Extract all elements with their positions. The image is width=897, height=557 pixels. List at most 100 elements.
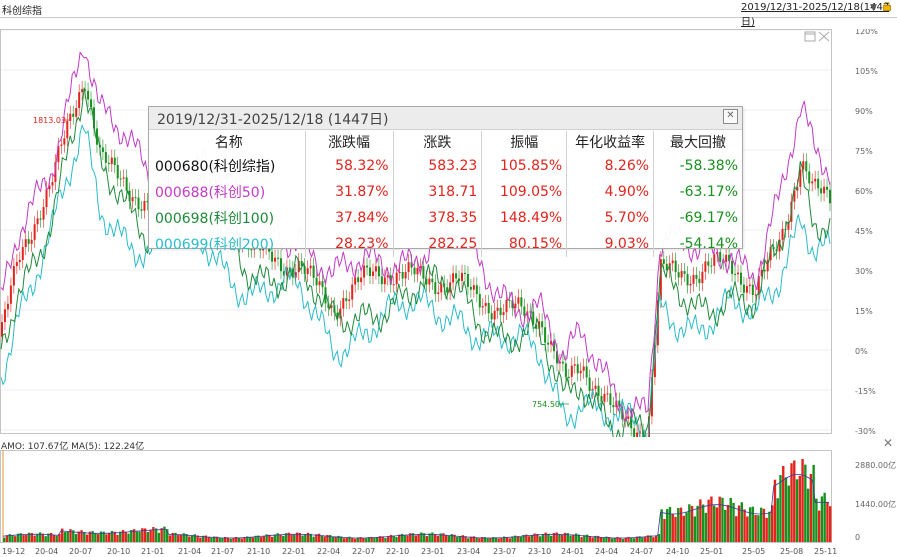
cell-amplitude: 80.15% xyxy=(481,231,568,257)
candle xyxy=(392,276,395,293)
volume-bar xyxy=(411,533,415,542)
volume-bar xyxy=(326,534,329,542)
volume-bar xyxy=(469,536,473,542)
column-header[interactable]: 年化收益率 xyxy=(566,131,655,153)
volume-bar xyxy=(541,533,545,542)
volume-bar xyxy=(406,535,409,542)
candle xyxy=(582,358,585,379)
candle xyxy=(318,273,321,294)
volume-bar xyxy=(243,536,246,542)
x-axis-label: 23-01 xyxy=(421,547,444,556)
volume-bar xyxy=(30,533,34,542)
volume-bar xyxy=(674,516,677,542)
kc200-line xyxy=(0,123,831,437)
table-row[interactable]: 000688(科创50) 31.87% 318.71 109.05% 4.90% -63.… xyxy=(153,179,742,205)
close-icon[interactable] xyxy=(818,31,830,42)
table-row[interactable]: 000699(科创200) 28.23% 282.25 80.15% 9.03% -54.… xyxy=(153,231,742,257)
volume-bar xyxy=(588,536,592,542)
volume-bar xyxy=(257,535,260,542)
x-axis-label: 19-12 xyxy=(2,547,25,556)
candle xyxy=(745,278,748,301)
volume-bar xyxy=(392,535,395,542)
table-row[interactable]: 000698(科创100) 37.84% 378.35 148.49% 5.70% -69… xyxy=(153,205,742,231)
down-triangle-icon[interactable]: ▼ xyxy=(870,3,877,13)
close-icon[interactable]: ✕ xyxy=(883,436,894,450)
volume-bar xyxy=(784,477,788,542)
volume-bar xyxy=(49,532,53,542)
candle xyxy=(128,182,131,210)
volume-bar xyxy=(287,532,290,542)
candle xyxy=(351,276,354,308)
volume-bar xyxy=(229,538,232,542)
volume-bar xyxy=(693,516,697,542)
volume-bar xyxy=(8,534,11,542)
volume-bar xyxy=(538,536,542,542)
index-title[interactable]: 科创综指 xyxy=(2,6,42,17)
x-axis-label: 23-07 xyxy=(493,547,516,556)
x-axis-label: 22-10 xyxy=(386,547,409,556)
high-annotation: 1813.03 xyxy=(33,116,66,125)
volume-bar xyxy=(715,507,719,542)
candle xyxy=(428,270,431,293)
cell-amplitude: 105.85% xyxy=(481,153,568,179)
volume-bar xyxy=(74,534,78,542)
y-axis-label: 90% xyxy=(855,107,873,116)
volume-bar xyxy=(751,506,755,542)
candle xyxy=(15,254,18,275)
x-axis-label: 21-04 xyxy=(178,547,201,556)
volume-bar xyxy=(301,535,304,542)
volume-chart[interactable]: 2880.00亿 1440.00亿 0 19-12 20-04 20-07 20-10 21… xyxy=(0,450,897,557)
y-axis-label: 15% xyxy=(855,307,873,316)
volume-bar xyxy=(724,509,727,542)
volume-bar xyxy=(356,537,360,542)
volume-bar xyxy=(632,538,636,542)
volume-bar xyxy=(270,536,274,542)
volume-bar xyxy=(367,537,371,542)
volume-bar xyxy=(770,505,774,542)
volume-bar xyxy=(248,537,252,542)
candle xyxy=(814,170,817,190)
volume-bar xyxy=(682,515,685,542)
volume-bar xyxy=(359,537,362,542)
close-icon[interactable]: ✕ xyxy=(723,109,738,124)
candle xyxy=(564,355,567,385)
candle xyxy=(39,210,42,228)
candle xyxy=(24,231,27,256)
date-range-link[interactable]: 2019/12/31-2025/12/18(1447日) xyxy=(741,2,890,28)
column-header[interactable]: 名称 xyxy=(153,131,306,153)
volume-bar xyxy=(306,532,310,542)
volume-bar xyxy=(508,538,511,542)
lock-icon[interactable] xyxy=(883,2,891,11)
candle xyxy=(805,153,808,180)
column-header[interactable]: 涨跌幅 xyxy=(305,131,394,153)
volume-bar xyxy=(729,497,732,542)
candle xyxy=(110,149,113,173)
column-header[interactable]: 振幅 xyxy=(481,131,568,153)
candle xyxy=(597,377,600,404)
volume-bar xyxy=(315,534,318,542)
candle xyxy=(401,263,404,287)
volume-bar xyxy=(210,537,213,542)
volume-bar xyxy=(77,531,80,542)
volume-bar xyxy=(331,536,335,542)
volume-bar xyxy=(472,536,476,542)
column-header[interactable]: 涨跌 xyxy=(393,131,483,153)
column-header[interactable]: 最大回撤 xyxy=(670,135,727,151)
candle xyxy=(748,276,751,295)
volume-bar xyxy=(154,528,158,542)
volume-bar xyxy=(284,533,288,542)
maximize-icon[interactable] xyxy=(804,31,816,42)
volume-bar xyxy=(787,485,790,542)
volume-bar xyxy=(199,537,202,542)
candle xyxy=(514,295,517,317)
volume-bar xyxy=(688,504,691,542)
volume-bar xyxy=(737,505,741,542)
candle xyxy=(407,254,410,280)
candle xyxy=(621,398,624,428)
volume-bar xyxy=(36,533,39,542)
volume-bar xyxy=(224,536,227,542)
candle xyxy=(140,201,143,219)
table-row[interactable]: 000680(科创综指) 58.32% 583.23 105.85% 8.26% -58.… xyxy=(153,153,742,179)
volume-bar xyxy=(690,505,694,542)
candle xyxy=(553,332,555,360)
